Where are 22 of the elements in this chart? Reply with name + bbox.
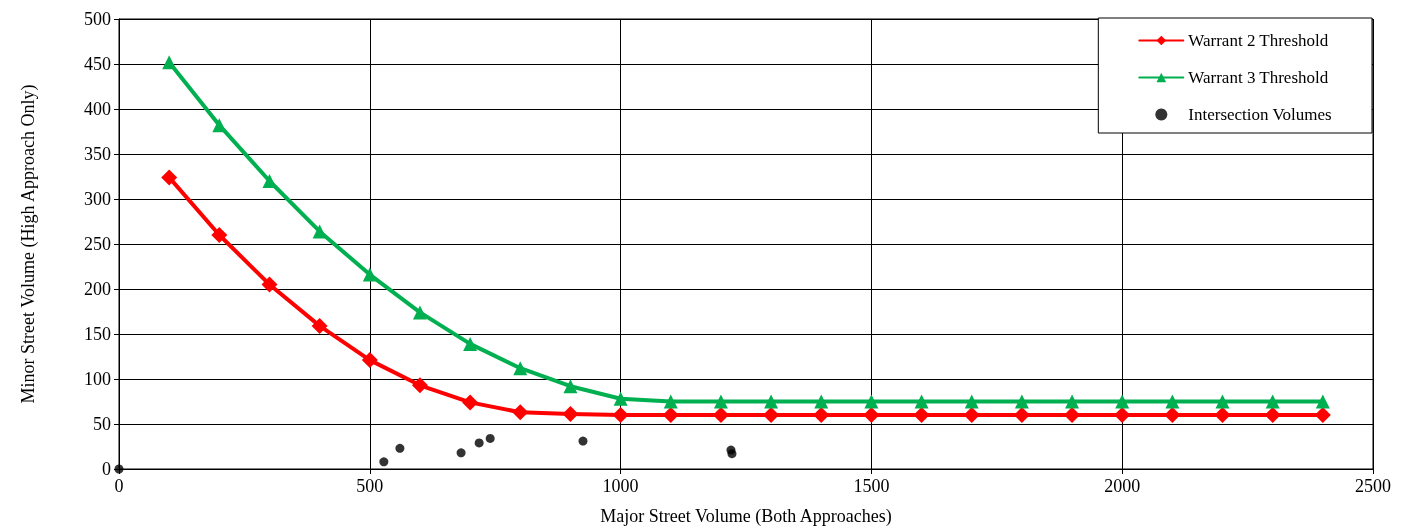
x-tick-label: 1500 — [853, 476, 890, 496]
y-tick-label: 100 — [84, 369, 111, 389]
x-tick-label: 1000 — [602, 476, 639, 496]
legend-label: Warrant 2 Threshold — [1188, 31, 1329, 50]
y-tick-label: 350 — [84, 144, 111, 164]
y-tick-label: 0 — [102, 459, 111, 479]
y-tick-label: 400 — [84, 99, 111, 119]
legend-label: Intersection Volumes — [1188, 105, 1332, 124]
legend-label: Warrant 3 Threshold — [1188, 68, 1329, 87]
y-tick-label: 450 — [84, 54, 111, 74]
y-tick-label: 150 — [84, 324, 111, 344]
y-tick-label: 250 — [84, 234, 111, 254]
x-axis-title: Major Street Volume (Both Approaches) — [600, 506, 892, 527]
y-tick-label: 500 — [84, 9, 111, 29]
x-tick-label: 2000 — [1104, 476, 1141, 496]
y-tick-label: 300 — [84, 189, 111, 209]
x-tick-label: 0 — [114, 476, 124, 496]
y-tick-label: 50 — [93, 414, 111, 434]
y-tick-label: 200 — [84, 279, 111, 299]
x-tick-label: 500 — [356, 476, 384, 496]
x-tick-label: 2500 — [1355, 476, 1391, 496]
y-axis-title: Minor Street Volume (High Approach Only) — [18, 84, 39, 404]
